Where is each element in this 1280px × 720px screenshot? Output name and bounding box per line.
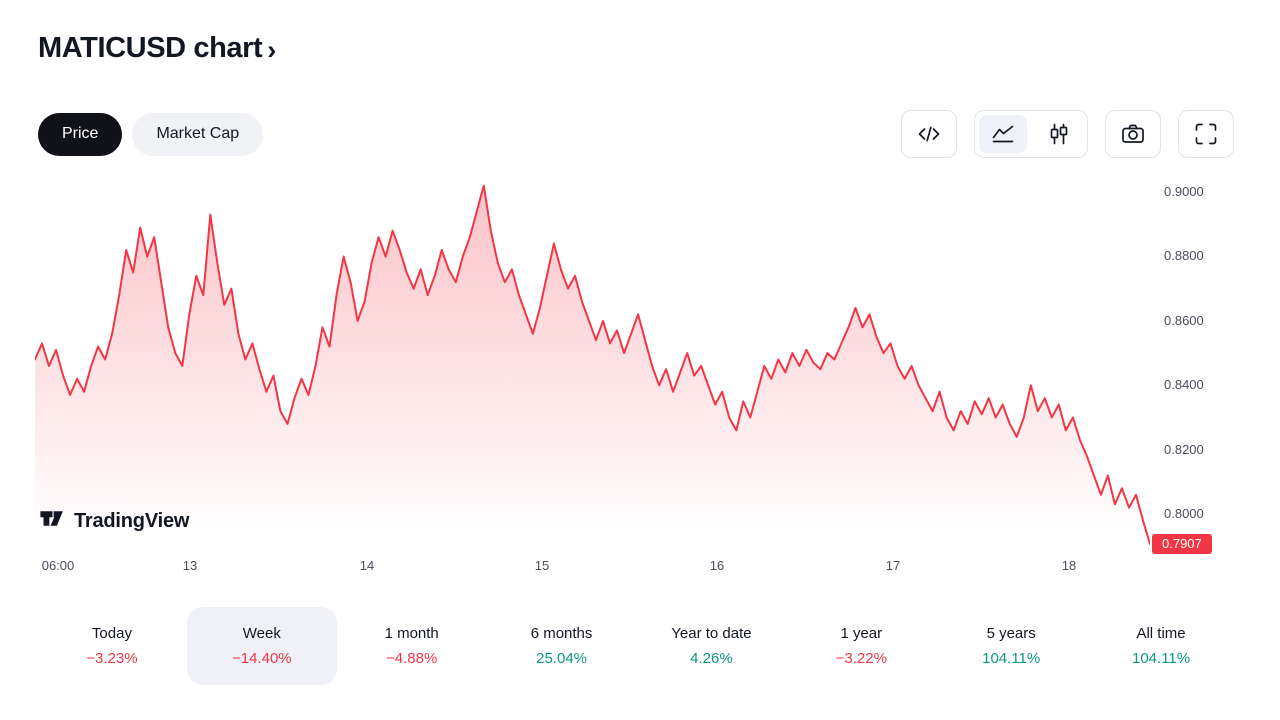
range-year-to-date[interactable]: Year to date 4.26% — [637, 607, 787, 685]
price-tab[interactable]: Price — [38, 112, 123, 156]
chevron-right-icon[interactable]: › — [267, 34, 277, 65]
candlestick-icon — [1045, 120, 1073, 148]
chart-region: 0.9000 0.8800 0.8600 0.8400 0.8200 0.8000 0.7… — [0, 175, 1280, 595]
last-price-badge: 0.7907 — [1152, 534, 1212, 555]
x-axis-label: 06:00 — [41, 558, 75, 573]
y-axis-label: 0.8000 — [1164, 506, 1204, 522]
y-axis-label: 0.8600 — [1164, 312, 1204, 328]
range-1-year[interactable]: 1 year −3.22% — [786, 607, 936, 685]
y-axis-label: 0.8800 — [1164, 248, 1204, 264]
tradingview-logo-icon — [38, 505, 65, 537]
header: MATICUSD chart › — [38, 32, 276, 65]
code-icon — [915, 120, 943, 148]
range-change: 104.11% — [1132, 650, 1191, 667]
range-label: All time — [1136, 625, 1186, 642]
range-label: 6 months — [530, 625, 593, 642]
range-label: Week — [242, 625, 281, 642]
chart-tools — [901, 110, 1234, 158]
area-chart-button[interactable] — [979, 115, 1027, 153]
range-change: 104.11% — [982, 650, 1041, 667]
area-chart-icon — [989, 120, 1017, 148]
y-axis-label: 0.9000 — [1164, 184, 1204, 200]
range-label: 1 month — [384, 625, 439, 642]
y-axis-label: 0.8400 — [1164, 377, 1204, 393]
range-label: 1 year — [840, 625, 883, 642]
x-axis-label: 18 — [1061, 558, 1077, 573]
range-label: Today — [91, 625, 132, 642]
tradingview-watermark[interactable]: TradingView — [38, 505, 189, 537]
candlestick-chart-button[interactable] — [1035, 115, 1083, 153]
range-today[interactable]: Today −3.23% — [37, 607, 187, 685]
price-line — [35, 184, 1150, 546]
x-axis-label: 14 — [359, 558, 375, 573]
range-change: −3.22% — [835, 650, 887, 667]
range-label: Year to date — [671, 625, 752, 642]
price-marketcap-toggle: Price Market Cap — [38, 112, 264, 156]
page-title: MATICUSD chart — [38, 32, 263, 64]
x-axis-label: 16 — [709, 558, 725, 573]
fullscreen-button[interactable] — [1178, 110, 1234, 158]
range-week[interactable]: Week −14.40% — [186, 607, 337, 685]
range-change: 4.26% — [690, 650, 733, 667]
x-axis-label: 15 — [534, 558, 550, 573]
range-change: −3.23% — [86, 650, 138, 667]
range-all-time[interactable]: All time 104.11% — [1086, 607, 1236, 685]
x-axis-label: 17 — [885, 558, 901, 573]
market-cap-tab[interactable]: Market Cap — [132, 112, 264, 156]
range-6-months[interactable]: 6 months 25.04% — [487, 607, 637, 685]
code-button[interactable] — [901, 110, 957, 158]
price-area — [35, 185, 1150, 555]
range-change: 25.04% — [536, 650, 587, 667]
range-label: 5 years — [986, 625, 1036, 642]
snapshot-button[interactable] — [1105, 110, 1161, 158]
chart-canvas[interactable] — [35, 175, 1150, 555]
toolbar: Price Market Cap — [38, 110, 1234, 158]
chart-type-switcher — [974, 110, 1088, 158]
fullscreen-icon — [1192, 120, 1220, 148]
range-5-years[interactable]: 5 years 104.11% — [936, 607, 1086, 685]
range-selector: Today −3.23% Week −14.40% 1 month −4.88%… — [37, 607, 1236, 685]
camera-icon — [1119, 120, 1147, 148]
range-change: −14.40% — [231, 650, 292, 667]
x-axis-label: 13 — [182, 558, 198, 573]
y-axis-label: 0.8200 — [1164, 441, 1204, 457]
tradingview-label: TradingView — [74, 509, 190, 532]
range-change: −4.88% — [386, 650, 438, 667]
range-1-month[interactable]: 1 month −4.88% — [337, 607, 487, 685]
